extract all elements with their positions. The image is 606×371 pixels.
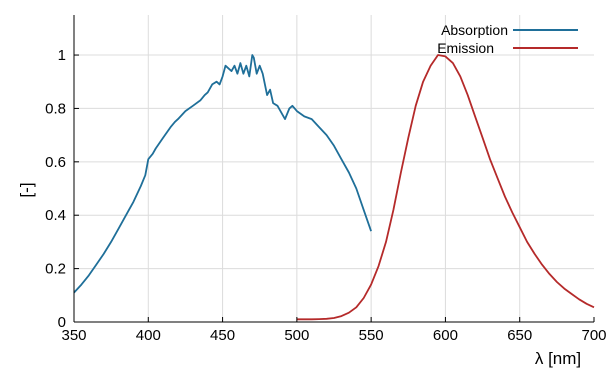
series-line-emission [296, 54, 595, 321]
x-axis-ticks: 350 400 450 500 550 600 650 700 [61, 317, 606, 344]
series-lines [73, 54, 595, 321]
x-tick-label: 500 [284, 327, 309, 344]
x-tick-label: 350 [61, 327, 86, 344]
x-tick-label: 450 [210, 327, 235, 344]
y-tick-label: 0 [58, 314, 66, 331]
plot-frame [73, 15, 594, 323]
x-axis-label: λ [nm] [535, 349, 581, 368]
x-tick-label: 400 [136, 327, 161, 344]
legend-label-emission: Emission [437, 40, 494, 56]
x-tick-label: 650 [507, 327, 532, 344]
y-tick-label: 0.4 [45, 207, 66, 224]
y-tick-label: 0.8 [45, 100, 66, 117]
y-tick-label: 0.6 [45, 154, 66, 171]
series-line-absorption [73, 54, 372, 294]
grid-lines [74, 15, 594, 322]
y-axis-ticks: 0 0.2 0.4 0.6 0.8 1 [45, 47, 79, 331]
x-tick-label: 600 [433, 327, 458, 344]
x-tick-label: 700 [581, 327, 606, 344]
y-axis-label: [-] [17, 182, 36, 197]
y-tick-label: 0.2 [45, 261, 66, 278]
x-tick-label: 550 [359, 327, 384, 344]
y-tick-label: 1 [58, 47, 66, 64]
legend-label-absorption: Absorption [441, 22, 508, 38]
legend: Absorption Emission [437, 22, 578, 56]
